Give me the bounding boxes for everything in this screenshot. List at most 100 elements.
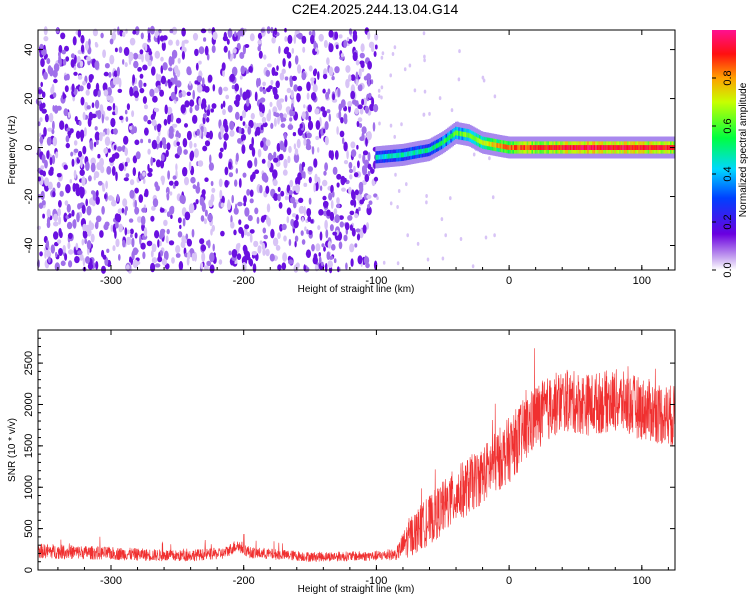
noise-speckle	[148, 138, 151, 144]
signal-core	[550, 145, 553, 150]
noise-speckle	[59, 190, 64, 197]
sparse-speckle	[377, 94, 381, 99]
noise-speckle	[202, 145, 208, 152]
sparse-speckle	[389, 123, 393, 128]
noise-speckle	[185, 233, 189, 240]
signal-core	[585, 145, 588, 150]
noise-speckle	[192, 32, 199, 41]
noise-speckle	[350, 74, 356, 81]
signal-core	[577, 145, 580, 150]
noise-speckle	[106, 248, 110, 253]
noise-speckle	[206, 117, 210, 123]
noise-speckle	[175, 245, 181, 254]
noise-speckle	[201, 98, 207, 107]
noise-speckle	[278, 45, 281, 54]
sparse-speckle	[493, 233, 496, 238]
noise-speckle	[44, 113, 49, 123]
noise-speckle	[181, 27, 186, 37]
noise-speckle	[261, 215, 267, 220]
noise-speckle	[99, 230, 104, 238]
spectrogram-y-tick-label: -40	[23, 238, 35, 254]
noise-speckle	[62, 59, 67, 66]
noise-speckle	[59, 120, 65, 130]
noise-speckle	[301, 111, 306, 120]
snr-series-line	[37, 348, 676, 562]
noise-speckle	[143, 82, 147, 87]
noise-speckle	[140, 242, 146, 250]
noise-speckle	[345, 262, 348, 271]
sparse-speckle	[397, 189, 401, 193]
snr-x-tick-label: -300	[100, 575, 122, 587]
noise-speckle	[308, 197, 312, 205]
noise-speckle	[139, 49, 144, 55]
noise-speckle	[177, 57, 181, 64]
signal-core	[506, 144, 509, 150]
noise-speckle	[246, 98, 250, 107]
sparse-speckle	[422, 112, 426, 117]
signal-core	[560, 145, 563, 150]
noise-speckle	[171, 123, 178, 128]
noise-speckle	[206, 109, 211, 117]
noise-speckle	[105, 180, 108, 189]
noise-speckle	[155, 185, 160, 192]
noise-speckle	[116, 146, 123, 152]
noise-speckle	[47, 65, 52, 75]
signal-core	[627, 145, 630, 150]
signal-core	[386, 153, 389, 159]
noise-speckle	[196, 84, 203, 93]
noise-speckle	[193, 148, 199, 158]
noise-speckle	[64, 85, 69, 93]
noise-speckle	[172, 175, 177, 180]
noise-speckle	[310, 219, 314, 224]
noise-speckle	[64, 45, 69, 52]
noise-speckle	[332, 93, 335, 101]
noise-speckle	[118, 163, 125, 172]
spectrogram-y-tick-label: 0	[23, 144, 35, 150]
signal-core	[590, 145, 593, 150]
noise-speckle	[171, 26, 178, 35]
noise-speckle	[107, 86, 112, 96]
noise-speckle	[249, 33, 255, 42]
noise-speckle	[181, 235, 186, 244]
signal-core	[512, 145, 515, 150]
signal-core	[424, 148, 427, 154]
noise-speckle	[340, 53, 345, 58]
noise-speckle	[248, 256, 252, 265]
noise-speckle	[190, 176, 196, 184]
noise-speckle	[336, 126, 339, 135]
noise-speckle	[138, 194, 144, 203]
noise-speckle	[182, 138, 188, 148]
signal-core	[400, 152, 404, 158]
noise-speckle	[116, 193, 120, 203]
noise-speckle	[223, 141, 227, 150]
noise-speckle	[278, 202, 283, 209]
noise-speckle	[210, 180, 214, 187]
sparse-speckle	[423, 58, 426, 63]
noise-speckle	[308, 65, 313, 72]
signal-core	[625, 145, 628, 150]
noise-speckle	[332, 166, 338, 175]
noise-speckle	[355, 71, 359, 80]
noise-speckle	[53, 63, 60, 72]
noise-speckle	[73, 148, 79, 153]
signal-core	[498, 143, 501, 149]
noise-speckle	[43, 71, 48, 80]
noise-speckle	[70, 151, 74, 157]
noise-speckle	[89, 140, 94, 150]
signal-core	[553, 145, 556, 150]
noise-speckle	[332, 231, 338, 236]
signal-core	[611, 145, 614, 150]
noise-speckle	[58, 248, 63, 256]
noise-speckle	[336, 182, 340, 188]
noise-speckle	[244, 44, 250, 48]
noise-speckle	[266, 63, 272, 68]
noise-speckle	[310, 77, 315, 82]
noise-speckle	[98, 161, 102, 171]
colorbar-tick-label: 0.8	[722, 70, 734, 85]
signal-core	[455, 130, 458, 136]
noise-speckle	[328, 150, 332, 159]
signal-core	[569, 145, 572, 150]
noise-speckle	[143, 192, 147, 197]
signal-core	[435, 143, 439, 149]
noise-speckle	[362, 150, 369, 156]
